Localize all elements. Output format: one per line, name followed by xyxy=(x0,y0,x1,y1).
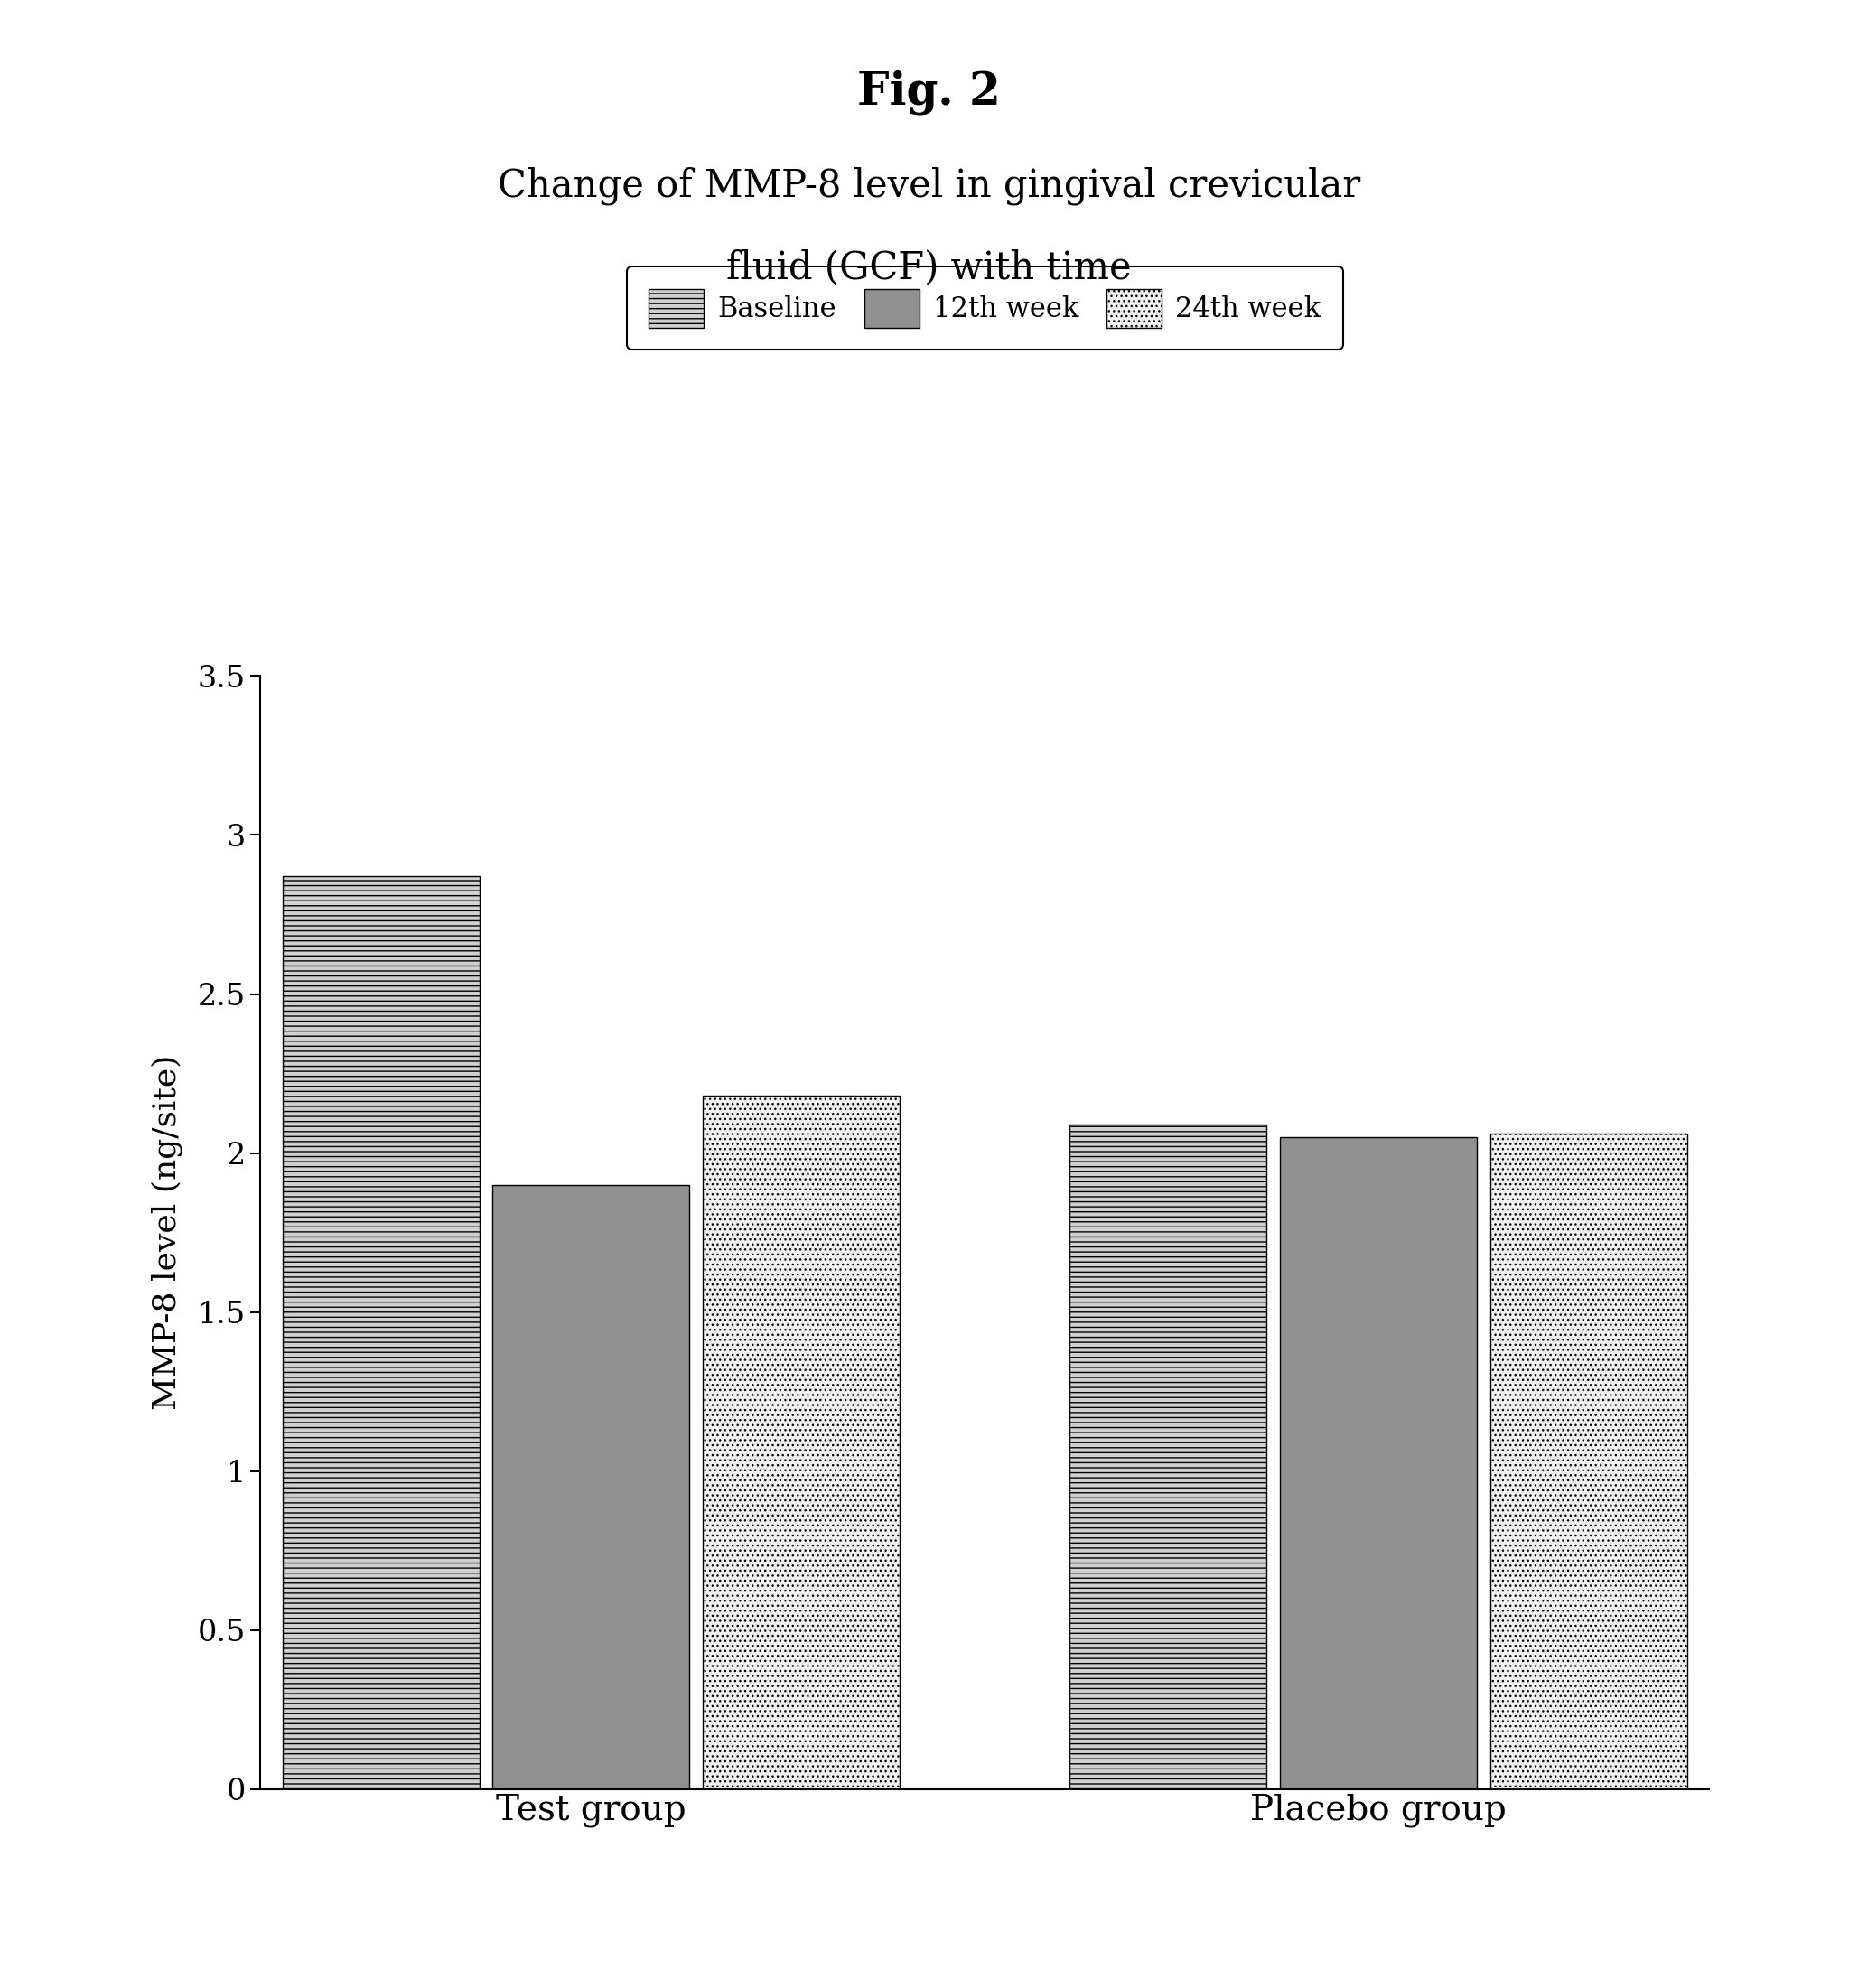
Text: fluid (GCF) with time: fluid (GCF) with time xyxy=(726,248,1132,286)
Bar xyxy=(282,877,479,1789)
Bar xyxy=(492,1185,689,1789)
Bar xyxy=(702,1095,899,1789)
Bar xyxy=(1280,1137,1477,1789)
Y-axis label: MMP-8 level (ng/site): MMP-8 level (ng/site) xyxy=(150,1056,182,1409)
Bar xyxy=(1070,1125,1267,1789)
Legend: Baseline, 12th week, 24th week: Baseline, 12th week, 24th week xyxy=(626,266,1343,350)
Bar xyxy=(1490,1133,1687,1789)
Text: Fig. 2: Fig. 2 xyxy=(857,70,1001,113)
Text: Change of MMP-8 level in gingival crevicular: Change of MMP-8 level in gingival crevic… xyxy=(498,167,1360,205)
